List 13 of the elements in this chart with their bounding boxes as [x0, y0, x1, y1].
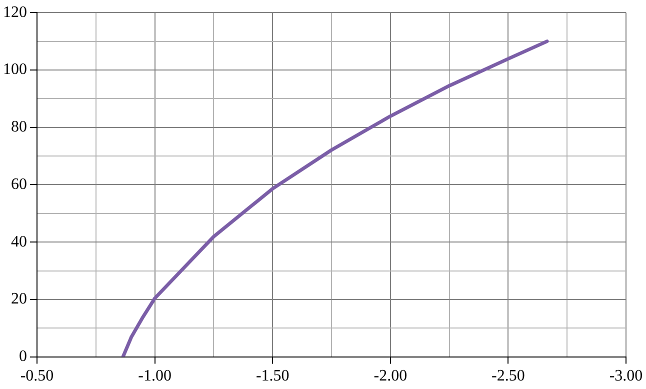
y-tick-label: 60 [11, 176, 27, 193]
x-tick-label: -3.00 [609, 368, 643, 385]
x-tick-label: -2.50 [492, 368, 525, 385]
y-tick-label: 100 [3, 61, 27, 78]
y-tick-label: 0 [19, 348, 27, 366]
y-tick-label: 120 [3, 4, 27, 21]
x-tick-label: -0.50 [20, 368, 54, 385]
y-tick-label: 20 [11, 290, 27, 308]
x-tick-label: -1.50 [256, 368, 290, 385]
y-tick-label: 80 [11, 118, 27, 136]
x-tick-label: -2.00 [374, 368, 408, 385]
y-tick-label: 40 [11, 233, 27, 250]
x-tick-label: -1.00 [138, 368, 172, 385]
